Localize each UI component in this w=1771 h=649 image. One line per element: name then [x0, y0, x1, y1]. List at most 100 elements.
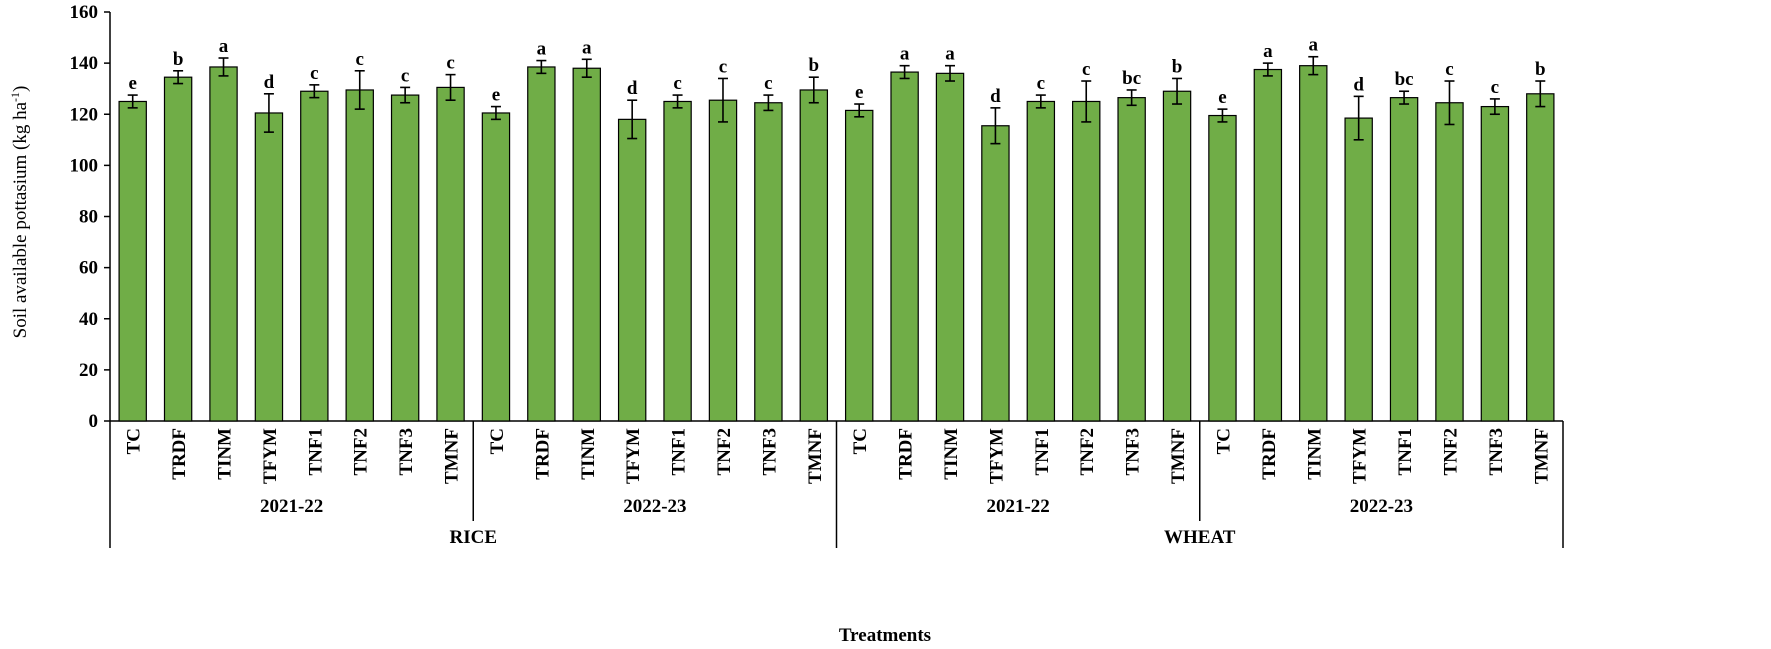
significance-letter: d: [990, 86, 1001, 107]
y-axis-title-close: ): [10, 86, 31, 92]
significance-letter: e: [1218, 87, 1226, 108]
bar: [935, 72, 965, 422]
y-tick-label: 60: [79, 258, 98, 279]
bar: [163, 76, 193, 422]
y-tick-label: 80: [79, 207, 98, 228]
y-tick-label: 160: [70, 2, 99, 23]
year-group-label: 2021-22: [986, 496, 1049, 517]
bar: [663, 100, 692, 422]
x-category-label: TNF1: [1032, 428, 1053, 476]
bar: [844, 109, 874, 422]
x-category-label: TRDF: [1259, 428, 1280, 480]
x-category-label: TRDF: [169, 428, 190, 480]
significance-letter: a: [582, 37, 592, 58]
bar: [527, 66, 556, 422]
significance-letter: c: [446, 53, 454, 74]
bar: [390, 94, 420, 422]
significance-letter: c: [356, 49, 364, 70]
bar: [981, 125, 1010, 422]
significance-letter: a: [1309, 35, 1319, 56]
bar: [754, 102, 783, 422]
x-category-label: TINM: [215, 428, 236, 480]
significance-letter: e: [855, 82, 863, 103]
error-bars: [127, 55, 1546, 145]
x-category-label: TRDF: [532, 428, 553, 480]
y-tick-label: 140: [70, 53, 99, 74]
bar: [1526, 93, 1555, 422]
significance-letter: c: [1491, 77, 1499, 98]
significance-letter: c: [401, 65, 409, 86]
year-group-label: 2022-23: [1350, 496, 1413, 517]
significance-letter: b: [809, 55, 820, 76]
bar: [1344, 117, 1373, 422]
x-category-label: TC: [487, 428, 508, 454]
bar: [345, 89, 374, 422]
bar: [1026, 100, 1056, 422]
x-category-label: TNF2: [1440, 428, 1461, 476]
significance-letter: c: [719, 56, 727, 77]
x-category-label: TNF2: [351, 428, 372, 476]
crop-group-label: WHEAT: [1164, 527, 1236, 548]
bar: [1253, 68, 1283, 422]
bars: [118, 65, 1555, 422]
bar: [1299, 65, 1328, 422]
x-category-label: TFYM: [623, 428, 644, 484]
significance-letter: bc: [1395, 69, 1414, 90]
x-axis-title: Treatments: [839, 625, 931, 646]
significance-letter: c: [1082, 59, 1090, 80]
significance-letter: b: [1172, 56, 1183, 77]
y-tick-label: 120: [70, 104, 99, 125]
bar: [1208, 114, 1237, 422]
significance-letter: d: [264, 72, 275, 93]
significance-letter: b: [173, 49, 184, 70]
x-category-label: TNF3: [396, 428, 417, 476]
x-category-label: TFYM: [1350, 428, 1371, 484]
x-category-label: TINM: [941, 428, 962, 480]
bar: [300, 90, 329, 422]
x-category-label: TC: [124, 428, 145, 454]
bar: [572, 67, 601, 422]
bar: [254, 112, 284, 422]
x-category-label: TC: [850, 428, 871, 454]
significance-letter: e: [492, 85, 500, 106]
significance-letter: d: [627, 78, 638, 99]
year-group-label: 2022-23: [623, 496, 686, 517]
bar: [708, 99, 738, 422]
x-category-label: TMNF: [1168, 428, 1189, 484]
significance-letter: b: [1535, 59, 1546, 80]
significance-letter: c: [764, 73, 772, 94]
significance-letter: a: [1263, 41, 1273, 62]
labels: e TC b TRDF a TINM d TFYM c TNF1 c TNF2 c TNF3 c TMNF e T…: [124, 35, 1553, 548]
x-category-label: TFYM: [260, 428, 281, 484]
bar: [1480, 105, 1510, 422]
bar: [799, 89, 829, 422]
y-tick-label: 20: [79, 360, 98, 381]
bar: [1389, 97, 1419, 422]
x-category-label: TMNF: [442, 428, 463, 484]
significance-letter: a: [537, 39, 547, 60]
significance-letter: bc: [1122, 68, 1141, 89]
significance-letter: d: [1353, 74, 1364, 95]
x-category-label: TC: [1213, 428, 1234, 454]
x-category-label: TNF3: [759, 428, 780, 476]
x-category-label: TFYM: [986, 428, 1007, 484]
significance-letter: e: [128, 73, 136, 94]
x-category-label: TMNF: [805, 428, 826, 484]
significance-letter: c: [1445, 59, 1453, 80]
bar: [617, 118, 647, 422]
x-category-label: TNF1: [1395, 428, 1416, 476]
bar: [118, 100, 147, 422]
significance-letter: a: [945, 44, 955, 65]
y-tick-label: 0: [89, 411, 99, 432]
year-group-label: 2021-22: [260, 496, 323, 517]
y-axis-title-superscript: -1: [8, 92, 22, 102]
y-axis-title: Soil available pottasium (kg ha-1): [8, 86, 31, 339]
x-category-label: TNF2: [714, 428, 735, 476]
bar: [1435, 102, 1464, 422]
bar: [1162, 90, 1192, 422]
significance-letter: c: [310, 63, 318, 84]
x-category-label: TNF1: [669, 428, 690, 476]
x-category-label: TNF1: [305, 428, 326, 476]
bar: [436, 86, 465, 422]
